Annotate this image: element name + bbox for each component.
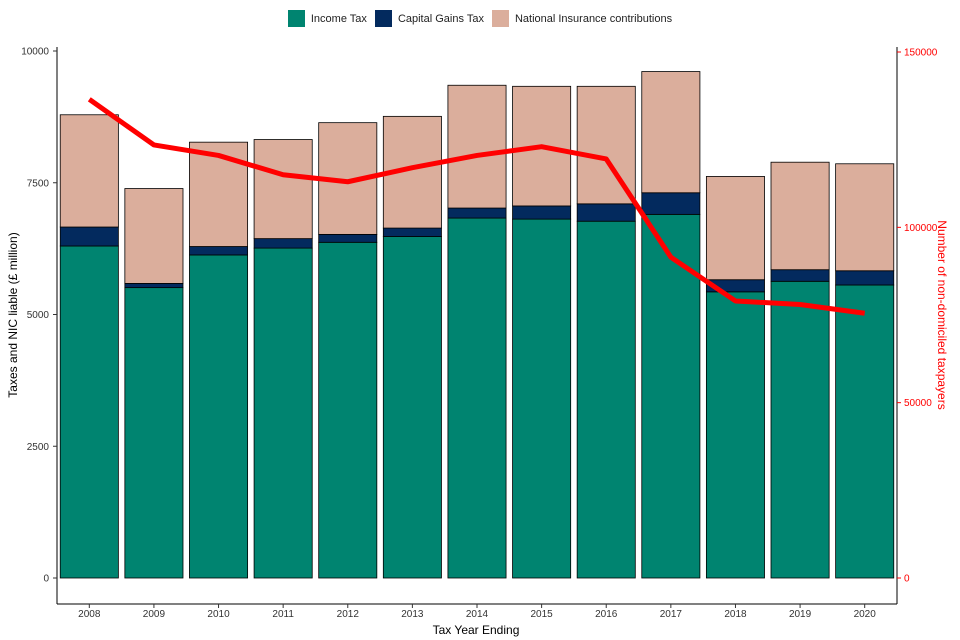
y2-tick-label: 100000 xyxy=(904,223,938,234)
y-tick-label: 7500 xyxy=(27,178,50,189)
bar-segment xyxy=(641,192,701,215)
bar-segment xyxy=(59,114,119,228)
legend-label: Income Tax xyxy=(310,12,367,25)
x-tick-label: 2013 xyxy=(401,609,424,620)
bar-segment xyxy=(641,213,701,579)
y2-tick-label: 0 xyxy=(904,574,910,585)
bar-segment xyxy=(318,241,378,579)
bar-segment xyxy=(576,220,636,579)
x-tick-label: 2020 xyxy=(854,609,877,620)
x-tick-label: 2015 xyxy=(530,609,553,620)
legend-label: National Insurance contributions xyxy=(514,12,673,25)
bar-segment xyxy=(512,205,572,220)
x-tick-label: 2014 xyxy=(466,609,489,620)
bar-segment xyxy=(835,163,895,272)
bar-segment xyxy=(124,287,184,579)
bar-segment xyxy=(447,217,507,579)
bar-segment xyxy=(705,176,765,281)
bar-segment xyxy=(770,161,830,271)
bar-segment xyxy=(512,218,572,579)
y-tick-label: 0 xyxy=(43,574,49,585)
x-tick-label: 2018 xyxy=(724,609,747,620)
x-tick-label: 2010 xyxy=(207,609,230,620)
bar-segment xyxy=(124,188,184,284)
legend-item: National Insurance contributions xyxy=(491,10,673,27)
bar-segment xyxy=(705,291,765,579)
y2-axis-title: Number of non-domiciled taxpayers xyxy=(935,220,949,409)
x-tick-label: 2019 xyxy=(789,609,812,620)
bar-segment xyxy=(835,284,895,579)
bar-segment xyxy=(641,71,701,194)
bar-segment xyxy=(59,245,119,579)
y2-tick-label: 50000 xyxy=(904,398,932,409)
bar-segment xyxy=(770,280,830,579)
bar-segment xyxy=(189,246,249,256)
bar-segment xyxy=(189,254,249,579)
bar-segment xyxy=(447,84,507,209)
bar-segment xyxy=(253,139,313,240)
bar-segment xyxy=(59,226,119,247)
x-tick-label: 2008 xyxy=(78,609,101,620)
x-tick-label: 2016 xyxy=(595,609,618,620)
legend-item: Income Tax xyxy=(287,10,367,27)
bar-segment xyxy=(253,247,313,579)
y-axis-title: Taxes and NIC liable (£ million) xyxy=(6,232,20,397)
legend-item: Capital Gains Tax xyxy=(374,10,484,27)
legend-label: Capital Gains Tax xyxy=(397,12,484,25)
x-tick-label: 2011 xyxy=(272,609,294,620)
x-axis-title: Tax Year Ending xyxy=(433,623,520,637)
y-tick-label: 10000 xyxy=(21,47,49,58)
chart-legend: Income Tax Capital Gains Tax National Insu… xyxy=(0,10,960,27)
bar-segment xyxy=(835,270,895,286)
bar-segment xyxy=(382,236,442,579)
x-tick-label: 2017 xyxy=(660,609,683,620)
bar-segment xyxy=(576,203,636,222)
x-tick-label: 2012 xyxy=(337,609,360,620)
legend-swatch xyxy=(287,10,305,27)
bar-segment xyxy=(124,283,184,289)
bar-segment xyxy=(253,238,313,249)
legend-swatch xyxy=(374,10,392,27)
bar-segment xyxy=(382,227,442,237)
legend-swatch xyxy=(491,10,509,27)
bar-segment xyxy=(447,207,507,219)
y2-tick-label: 150000 xyxy=(904,48,938,59)
y-tick-label: 2500 xyxy=(27,442,50,453)
x-tick-label: 2009 xyxy=(143,609,166,620)
bar-segment xyxy=(318,233,378,243)
bar-segment xyxy=(770,269,830,282)
y-tick-label: 5000 xyxy=(27,310,50,321)
